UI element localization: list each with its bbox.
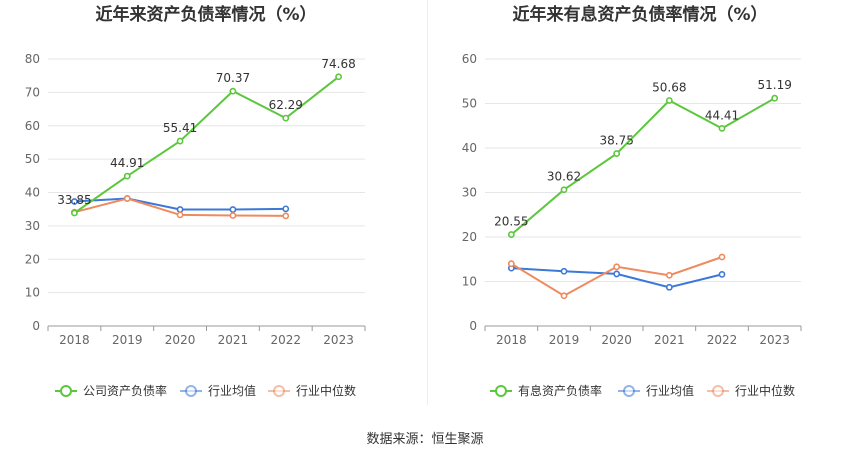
y-tick-label: 50 <box>25 152 40 166</box>
data-label: 74.68 <box>321 57 355 71</box>
legend-marker <box>185 385 197 397</box>
y-tick-label: 20 <box>25 252 40 266</box>
legend-label: 有息资产负债率 <box>518 383 602 398</box>
data-point <box>718 124 726 132</box>
legend-label: 行业中位数 <box>735 383 795 398</box>
y-tick-label: 60 <box>25 119 40 133</box>
y-tick-label: 20 <box>462 230 477 244</box>
data-point <box>71 198 78 205</box>
legend-marker <box>623 385 635 397</box>
data-point <box>665 271 673 279</box>
data-point <box>282 212 290 220</box>
data-point <box>613 150 621 157</box>
legend-marker <box>60 385 72 397</box>
x-tick-label: 2021 <box>218 333 249 347</box>
legend-marker <box>273 385 285 397</box>
data-point <box>176 206 184 213</box>
y-tick-label: 10 <box>462 275 477 289</box>
data-label: 20.55 <box>494 215 528 229</box>
source-note: 数据来源：恒生聚源 <box>366 432 483 447</box>
data-point <box>560 186 568 194</box>
data-label: 50.68 <box>652 80 686 94</box>
data-point <box>71 209 78 217</box>
y-tick-label: 0 <box>469 319 477 333</box>
y-tick-label: 80 <box>25 52 40 66</box>
data-label: 38.75 <box>599 134 633 148</box>
data-point <box>335 73 342 81</box>
data-point <box>229 212 237 219</box>
data-label: 62.29 <box>269 98 303 112</box>
x-tick-label: 2020 <box>601 333 632 347</box>
y-tick-label: 30 <box>25 219 40 233</box>
legend-label: 行业均值 <box>208 383 256 398</box>
series-line <box>510 97 776 236</box>
legend-item: 行业均值 <box>618 383 694 398</box>
data-point <box>613 263 621 271</box>
x-tick-label: 2023 <box>759 333 790 347</box>
legend-marker <box>712 385 724 397</box>
chart-2: 近年来有息资产负债率情况（%） 0 10 20 30 40 50 60 2018 2019 2020… <box>462 4 802 398</box>
legend-marker <box>495 385 507 397</box>
legend-label: 行业中位数 <box>296 383 356 398</box>
x-tick-label: 2023 <box>323 333 354 347</box>
x-tick-label: 2018 <box>496 333 527 347</box>
data-label: 70.37 <box>216 71 250 85</box>
x-tick-label: 2021 <box>654 333 685 347</box>
data-point <box>613 270 621 278</box>
data-label: 33.85 <box>57 193 91 207</box>
data-label: 44.41 <box>705 108 739 122</box>
data-point <box>771 94 779 102</box>
legend-item: 公司资产负债率 <box>55 383 167 398</box>
data-point <box>507 231 515 238</box>
legend-item: 行业均值 <box>180 383 256 398</box>
legend-label: 行业均值 <box>646 383 694 398</box>
y-tick-label: 50 <box>462 97 477 111</box>
y-tick-label: 60 <box>462 52 477 66</box>
series-line <box>73 76 340 214</box>
y-tick-label: 0 <box>32 319 40 333</box>
chart-title: 近年来资产负债率情况（%） <box>95 4 316 25</box>
x-tick-label: 2020 <box>165 333 196 347</box>
data-point <box>718 253 726 261</box>
x-tick-label: 2019 <box>549 333 580 347</box>
data-point <box>282 205 290 213</box>
y-tick-label: 40 <box>462 141 477 155</box>
data-point <box>560 292 568 300</box>
data-label: 30.62 <box>547 170 581 184</box>
data-point <box>507 260 515 268</box>
data-point <box>229 87 237 95</box>
legend-label: 公司资产负债率 <box>83 383 167 398</box>
x-tick-label: 2018 <box>59 333 90 347</box>
data-point <box>229 206 237 213</box>
chart-1: 近年来资产负债率情况（%） 0 10 20 30 40 50 60 70 80 2018 2019 20… <box>25 4 366 398</box>
data-label: 51.19 <box>757 78 791 92</box>
x-tick-label: 2019 <box>112 333 143 347</box>
data-point <box>176 211 184 219</box>
data-point <box>282 114 290 122</box>
data-point <box>176 137 184 145</box>
y-tick-label: 40 <box>25 186 40 200</box>
legend-item: 有息资产负债率 <box>490 383 602 398</box>
x-tick-label: 2022 <box>707 333 738 347</box>
data-point <box>123 172 131 180</box>
data-point <box>123 195 131 202</box>
x-tick-label: 2022 <box>270 333 301 347</box>
legend-item: 行业中位数 <box>707 383 795 398</box>
y-tick-label: 30 <box>462 186 477 200</box>
data-label: 44.91 <box>110 156 144 170</box>
y-tick-label: 10 <box>25 286 40 300</box>
data-point <box>718 270 726 278</box>
chart-title: 近年来有息资产负债率情况（%） <box>512 4 767 25</box>
data-label: 55.41 <box>163 121 197 135</box>
data-point <box>560 267 568 275</box>
legend-item: 行业中位数 <box>268 383 356 398</box>
data-point <box>665 283 673 291</box>
y-tick-label: 70 <box>25 85 40 99</box>
data-point <box>665 97 673 104</box>
